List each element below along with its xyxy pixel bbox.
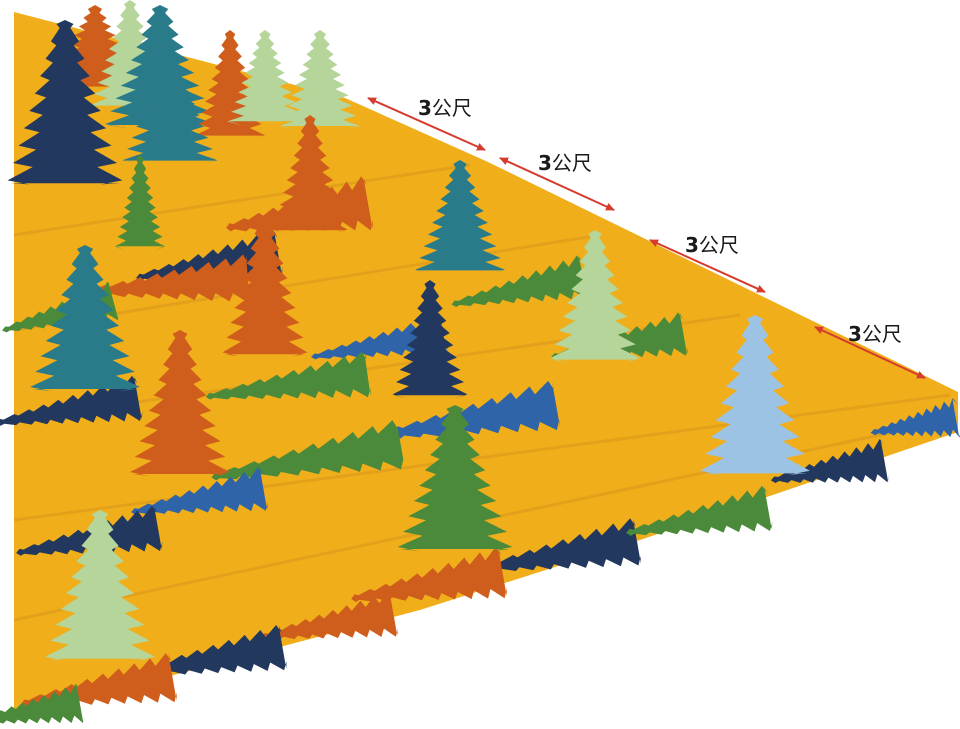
upright-tree	[30, 245, 140, 391]
fallen-tree	[476, 518, 641, 573]
fallen-tree	[870, 398, 960, 438]
upright-tree	[550, 230, 640, 363]
upright-tree	[280, 30, 360, 130]
spacing-unit: 公尺	[432, 96, 472, 120]
hillside-ground	[14, 12, 958, 712]
upright-tree	[115, 155, 165, 251]
spacing-label: 3公尺	[685, 233, 739, 257]
fallen-tree	[351, 547, 507, 603]
dimension-arrow	[814, 326, 926, 379]
spacing-label: 3公尺	[848, 322, 902, 346]
dimension-arrow	[367, 97, 486, 151]
spacing-label: 3公尺	[418, 96, 472, 120]
upright-tree	[122, 55, 218, 165]
fallen-tree	[211, 420, 405, 481]
spacing-value: 3	[538, 151, 552, 175]
dimension-annotations: 3公尺 3公尺 3公尺 3公尺	[367, 96, 926, 379]
fallen-tree	[0, 375, 143, 426]
fallen-tree	[261, 591, 399, 640]
upright-tree	[130, 330, 230, 476]
upright-tree	[7, 20, 123, 185]
upright-tree	[105, 5, 215, 128]
spacing-value: 3	[685, 233, 699, 257]
upright-tree	[700, 315, 810, 475]
upright-tree	[45, 510, 155, 661]
upright-tree	[415, 160, 505, 274]
dimension-arrow	[649, 239, 766, 293]
fallen-tree	[85, 254, 251, 303]
fallen-tree	[21, 653, 177, 707]
fallen-tree	[376, 380, 561, 440]
upright-tree	[272, 115, 348, 234]
spacing-value: 3	[418, 96, 432, 120]
upright-tree	[392, 280, 468, 399]
upright-tree	[397, 405, 513, 551]
spacing-value: 3	[848, 322, 862, 346]
upright-tree	[227, 30, 303, 126]
spacing-unit: 公尺	[552, 151, 592, 175]
fallen-tree	[205, 351, 371, 400]
upright-tree	[222, 215, 308, 357]
fallen-tree	[0, 683, 86, 724]
dimension-arrow	[499, 157, 615, 211]
spacing-label: 3公尺	[538, 151, 592, 175]
spacing-unit: 公尺	[699, 233, 739, 257]
fallen-tree	[451, 255, 589, 307]
spacing-unit: 公尺	[862, 322, 902, 346]
row-line	[13, 163, 471, 237]
fallen-tree	[626, 485, 773, 536]
fallen-tree	[131, 467, 269, 515]
